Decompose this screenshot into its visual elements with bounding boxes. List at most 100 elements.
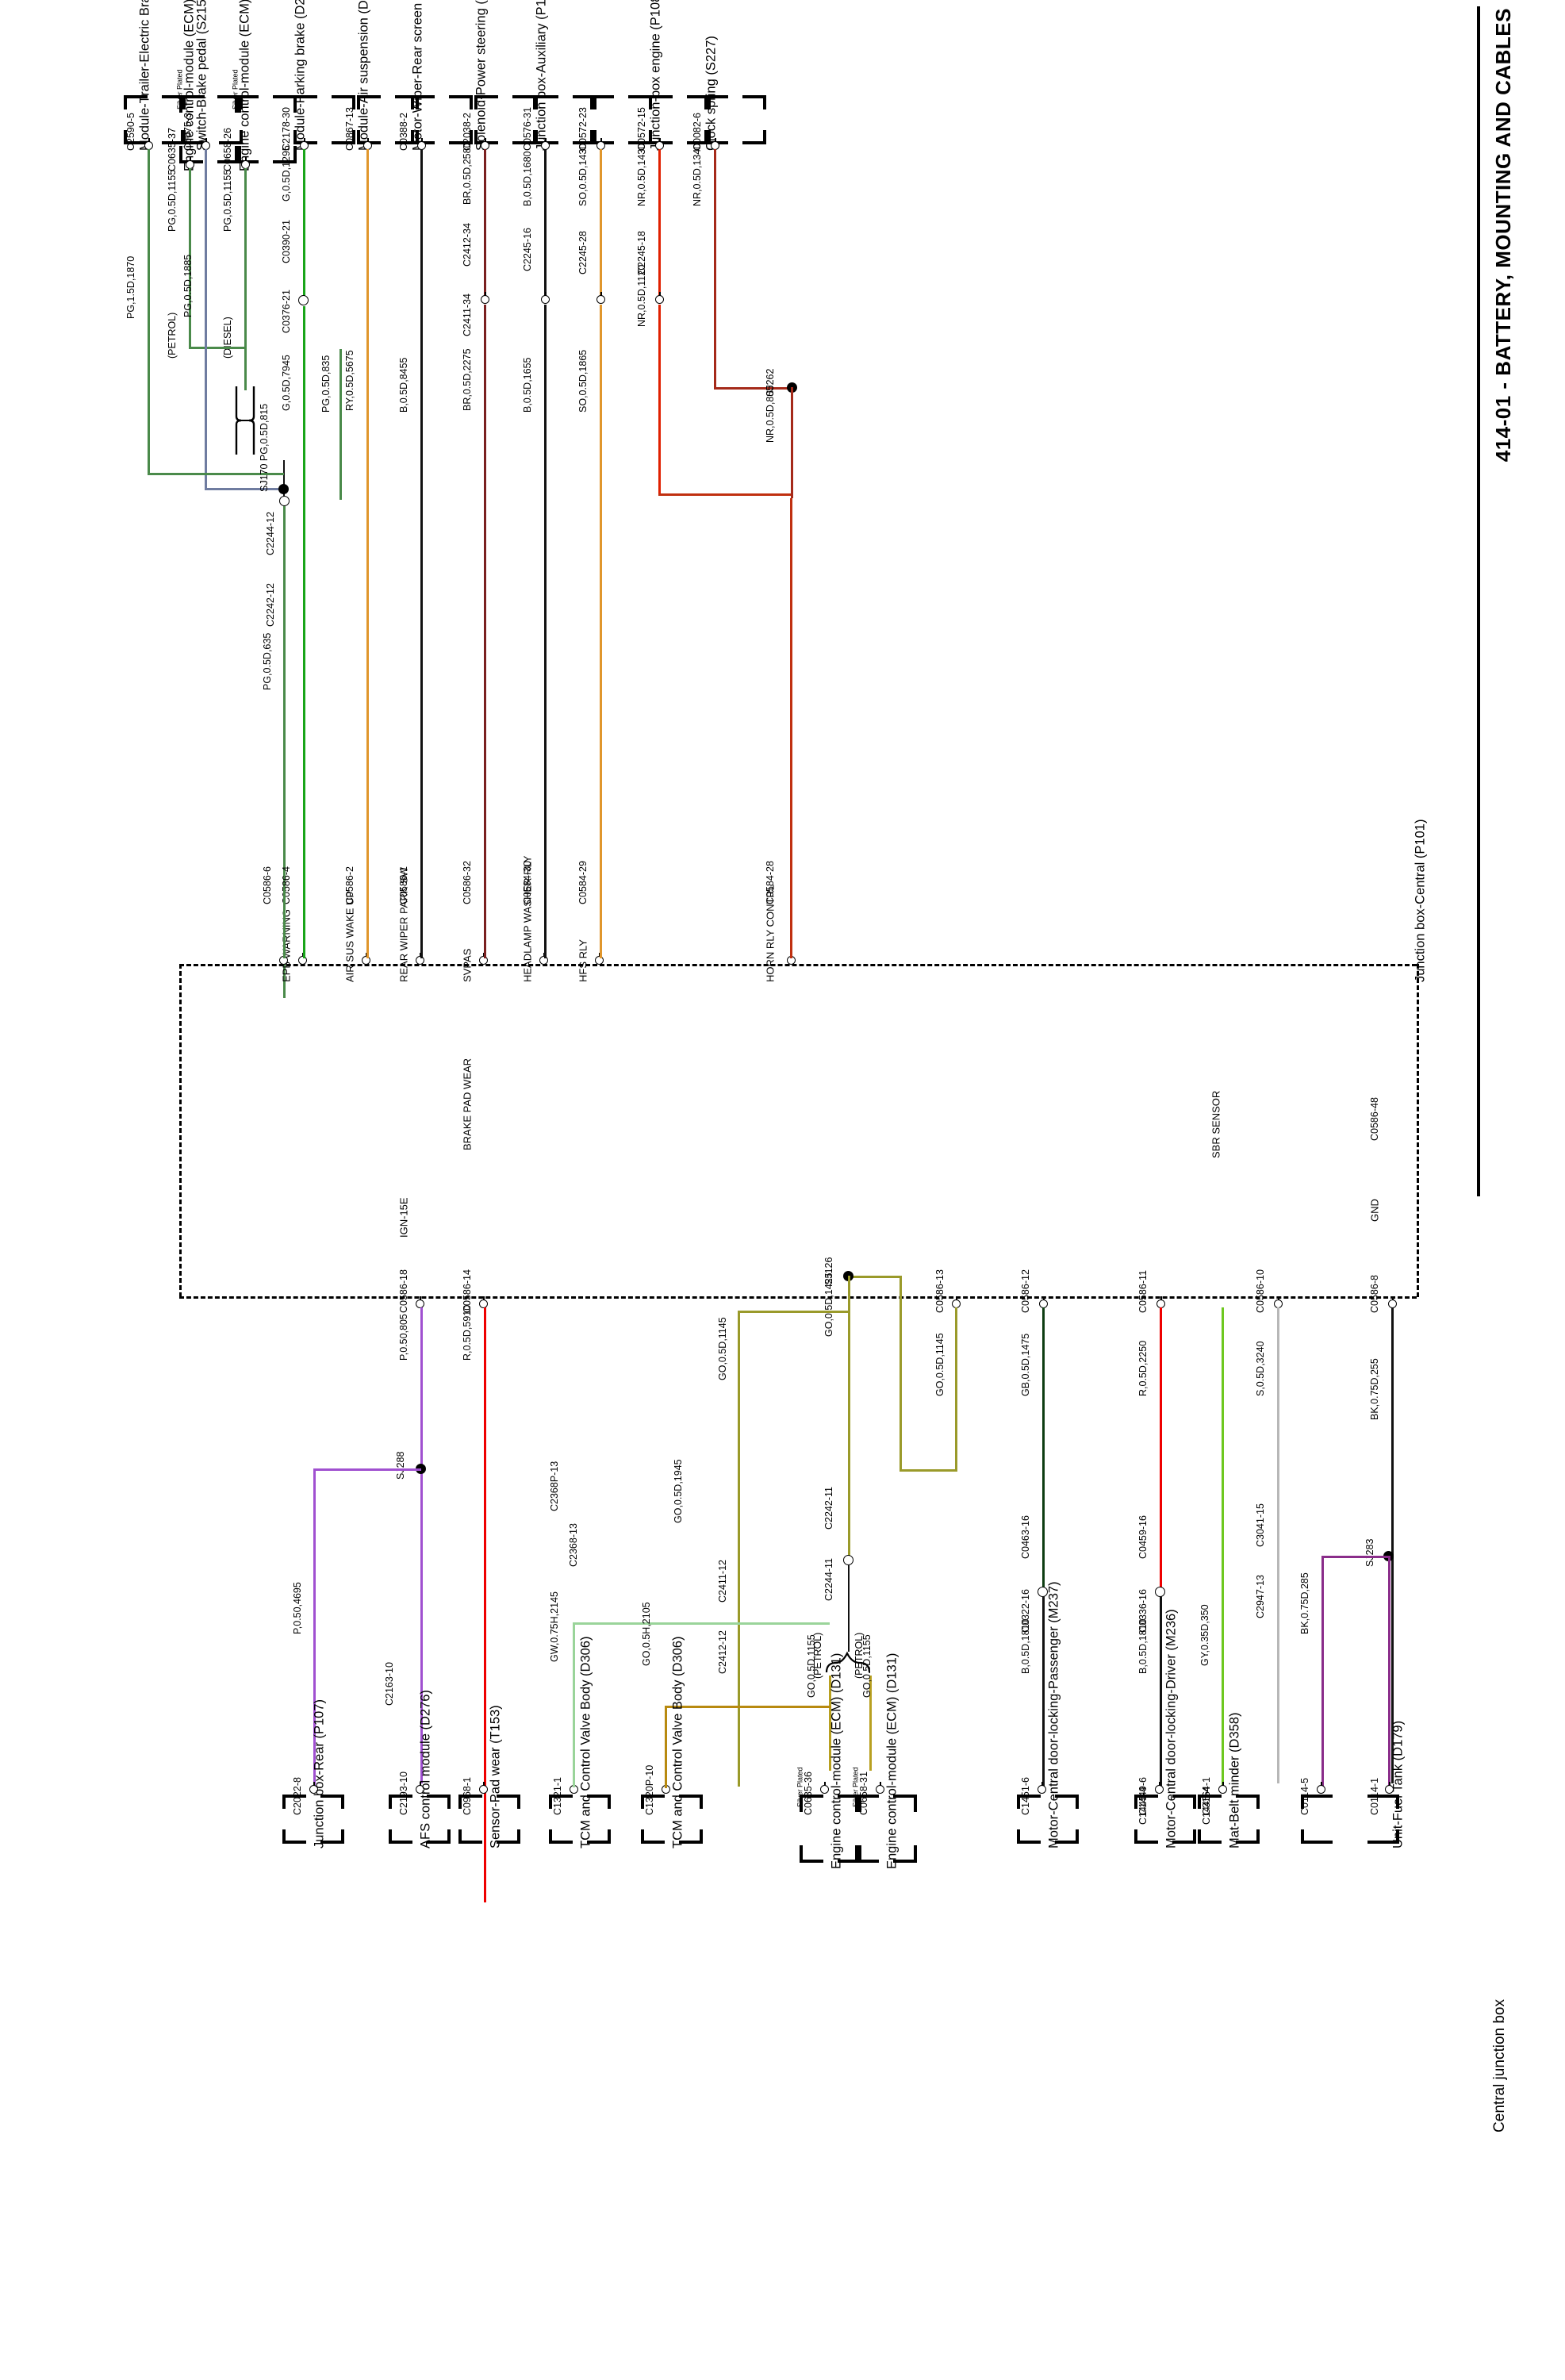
connector-label-ecm-c0658-31: Engine control-module (ECM) (D131) <box>884 1653 899 1869</box>
connector-bracket-sensor-pad-wear[interactable] <box>458 1795 520 1844</box>
terminal-c2245-18[interactable] <box>655 292 664 304</box>
wire-sj170-down <box>339 349 342 500</box>
wire-label-b-1810-b: B,0.5D,1810 <box>1137 1618 1149 1675</box>
wire-sj126-left <box>738 1311 740 1787</box>
wire-c0584-28 <box>790 498 792 958</box>
wire-label-c2038-2: BR,0.5D,2580 <box>461 142 473 205</box>
wire-c0586-11 <box>1160 1307 1162 1593</box>
wire-clock-spring-h <box>714 387 792 390</box>
pin-c0586-12: C0586-12 <box>1019 1269 1031 1313</box>
pin-c2242-12: C2242-12 <box>264 583 276 627</box>
wire-label-go-1945: GO,0.5D,1945 <box>672 1459 684 1523</box>
splice-label-sj288: SJ288 <box>394 1451 406 1480</box>
wire-label-bk-255: BK,0.75D,255 <box>1368 1358 1380 1420</box>
signal-sbr-sensor: SBR SENSOR <box>1210 1090 1222 1158</box>
wire-label-so-1865: SO,0.5D,1865 <box>577 349 589 413</box>
wire-c2590-5 <box>148 149 150 474</box>
terminal-c1451-6[interactable] <box>1038 1782 1046 1794</box>
note-silver-plated-3: Silver Plated <box>796 1767 804 1807</box>
terminal-c0586-18[interactable] <box>416 1296 424 1308</box>
note-silver-plated-4: Silver Plated <box>851 1767 860 1807</box>
wire-label-g-7945: G,0.5D,7945 <box>280 355 292 411</box>
wire-c0635-37-h <box>189 347 246 349</box>
connector-bracket-ecm-c0635-36[interactable] <box>800 1795 861 1863</box>
wire-c2178-30 <box>303 149 305 300</box>
terminal-c0586-14[interactable] <box>479 1296 488 1308</box>
wire-c2245-16-b <box>544 305 547 498</box>
wire-petrol-branch-2 <box>869 1676 872 1771</box>
connector-bracket-mat-belt-minder[interactable] <box>1198 1795 1260 1844</box>
connector-bracket-afs-control-module[interactable] <box>389 1795 451 1844</box>
junction-box-outline-right <box>1417 964 1419 1297</box>
inline-connector-c0390-21[interactable] <box>298 295 309 305</box>
junction-box-outline-bottom <box>179 1296 1417 1299</box>
terminal-c2245-28[interactable] <box>596 292 605 304</box>
wire-mat-belt <box>1222 1307 1224 1787</box>
signal-gnd: GND <box>1368 1199 1381 1222</box>
signal-brake-pad-wear: BRAKE PAD WEAR <box>461 1058 474 1150</box>
wire-c0586-12 <box>1042 1307 1045 1593</box>
wire-label-go-1145-b: GO,0.5D,1145 <box>716 1317 728 1380</box>
splice-sj170[interactable] <box>278 484 289 494</box>
wire-sj283-down <box>1388 1556 1390 1786</box>
page-title: 414-01 - BATTERY, MOUNTING AND CABLES <box>1491 8 1515 463</box>
terminal-c0658-31[interactable] <box>876 1782 884 1794</box>
connector-bracket-motor-door-driver[interactable] <box>1134 1795 1196 1844</box>
option-diesel-1: (DIESEL) <box>221 317 233 359</box>
connector-label-junction-box-auxiliary: Junction box-Auxiliary (P148) <box>534 0 549 151</box>
pin-c2163-10: C2163-10 <box>383 1662 395 1706</box>
signal-air-sus-wake-up: AIR SUS WAKE UP <box>343 890 356 982</box>
pin-c0586-8: C0586-8 <box>1368 1275 1380 1313</box>
wire-c0586-13-v2 <box>899 1276 902 1471</box>
pin-c0390-21: C0390-21 <box>280 220 292 263</box>
wire-c0586-8 <box>1391 1307 1394 1783</box>
pin-c2412-34: C2412-34 <box>461 223 473 267</box>
wire-c0586-13-h2 <box>848 1276 902 1278</box>
terminal-c2412-34[interactable] <box>481 292 489 304</box>
terminal-c0114-5[interactable] <box>1317 1782 1325 1794</box>
page-footer-title: Central junction box <box>1491 1999 1508 2132</box>
wire-label-ry-5675: RY,0.5D,5675 <box>343 350 355 411</box>
pin-c0459-16: C0459-16 <box>1137 1515 1149 1559</box>
terminal-c2022-8[interactable] <box>309 1782 318 1794</box>
wire-petrol-branch-1 <box>829 1676 831 1771</box>
wire-c2590-5-h <box>148 473 284 475</box>
terminal-c1449-6[interactable] <box>1155 1782 1164 1794</box>
wire-c0572-23 <box>600 149 602 300</box>
terminal-c0114-1[interactable] <box>1385 1782 1394 1794</box>
wire-label-br-2275: BR,0.5D,2275 <box>461 348 473 411</box>
wire-sj283-left <box>1321 1556 1324 1786</box>
pin-c0586-6: C0586-6 <box>261 866 273 904</box>
wire-c2245-28-b <box>600 305 602 498</box>
wire-label-b-8455: B,0.5D,8455 <box>397 357 409 413</box>
pin-c0586-48: C0586-48 <box>1368 1097 1380 1141</box>
connector-bracket-c0572-23[interactable] <box>590 95 652 144</box>
pin-c2245-28: C2245-28 <box>577 231 589 274</box>
terminal-c3164-1[interactable] <box>1218 1782 1227 1794</box>
wire-label-r-5910: R,0.5D,5910 <box>461 1304 473 1361</box>
wire-c0586-14 <box>484 1307 486 1902</box>
wire-label-c2590-5: PG,1.5D,1870 <box>125 255 136 319</box>
connector-bracket-junction-box-rear[interactable] <box>282 1795 344 1844</box>
connector-bracket-tcm-c1321-1[interactable] <box>549 1795 611 1844</box>
connector-label-motor-door-passenger: Motor-Central door-locking-Passenger (M2… <box>1046 1581 1061 1848</box>
terminal-c2193-10[interactable] <box>416 1782 424 1794</box>
wire-c0576-31 <box>544 149 547 300</box>
connector-bracket-motor-door-passenger[interactable] <box>1017 1795 1079 1844</box>
pin-c2244-12: C2244-12 <box>264 512 276 555</box>
terminal-c2245-16[interactable] <box>541 292 550 304</box>
inline-connector-c2244-12[interactable] <box>279 496 290 506</box>
terminal-c0635-36[interactable] <box>820 1782 829 1794</box>
connector-bracket-ecm-c0658-31[interactable] <box>855 1795 917 1863</box>
wire-c2242-11-down <box>848 1564 850 1652</box>
connector-bracket-tcm-c1320p-10[interactable] <box>641 1795 703 1844</box>
terminal-c0968-1[interactable] <box>479 1782 488 1794</box>
pin-c0584-29: C0584-29 <box>577 861 589 904</box>
connector-bracket-unit-fuel-tank[interactable] <box>1301 1795 1399 1844</box>
wire-label-go-1145-a: GO,0.5D,1145 <box>934 1333 946 1396</box>
wire-c0390-21-b <box>303 306 305 500</box>
connector-bracket-module-trailer-brake[interactable] <box>124 95 186 144</box>
pin-c2411-34: C2411-34 <box>461 294 473 336</box>
wire-c1321-1 <box>573 1622 575 1787</box>
pin-c2245-16: C2245-16 <box>521 228 533 271</box>
